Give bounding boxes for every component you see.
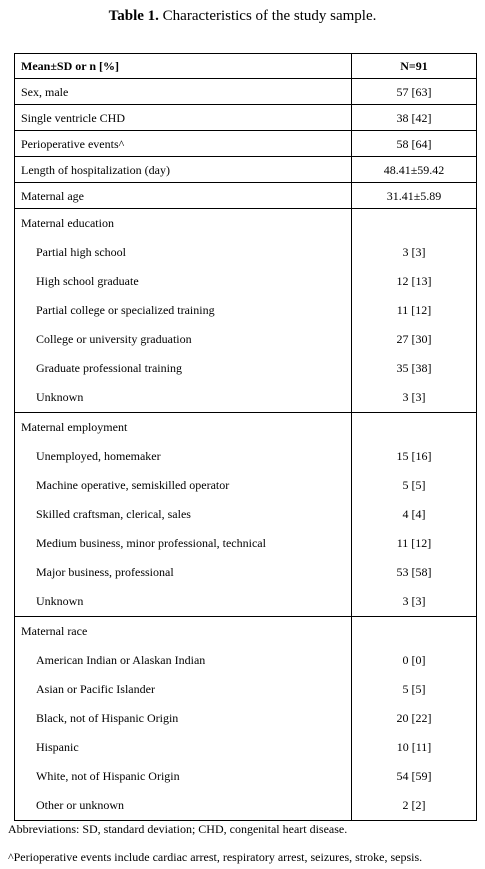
group-item-label: White, not of Hispanic Origin	[36, 769, 180, 783]
group-item-value: 3 [3]	[402, 245, 426, 259]
table-row: Length of hospitalization (day) 48.41±59…	[14, 156, 477, 183]
row-label: Length of hospitalization (day)	[14, 156, 352, 183]
group-item-value: 11 [12]	[396, 303, 432, 317]
group-item-label: Unknown	[36, 594, 84, 608]
group-item-value: 2 [2]	[402, 798, 426, 812]
group-item-label: Unknown	[36, 390, 84, 404]
group-item-value: 12 [13]	[396, 274, 432, 288]
row-value: 48.41±59.42	[351, 156, 477, 183]
group-item-value: 5 [5]	[402, 682, 426, 696]
group-item-label: Partial high school	[36, 245, 126, 259]
table-title-label: Table 1.	[108, 8, 159, 24]
group-category: Maternal employment	[21, 420, 128, 434]
group-item-value: 4 [4]	[402, 507, 426, 521]
table-title: Table 1. Characteristics of the study sa…	[0, 6, 485, 26]
group-item-value: 11 [12]	[396, 536, 432, 550]
group-item-value: 5 [5]	[402, 478, 426, 492]
group-item-label: Machine operative, semiskilled operator	[36, 478, 230, 492]
group-item-label: Graduate professional training	[36, 361, 182, 375]
row-value: 58 [64]	[351, 130, 477, 157]
row-value: 31.41±5.89	[351, 182, 477, 209]
table-row: Maternal age 31.41±5.89	[14, 182, 477, 209]
group-category: Maternal education	[21, 216, 114, 230]
row-label: Sex, male	[14, 78, 352, 105]
group-item-label: Black, not of Hispanic Origin	[36, 711, 179, 725]
row-label: Single ventricle CHD	[14, 104, 352, 131]
group-item-value: 3 [3]	[402, 390, 426, 404]
table-group-education: Maternal education Partial high school H…	[14, 208, 477, 413]
group-item-value: 10 [11]	[396, 740, 432, 754]
group-item-value: 3 [3]	[402, 594, 426, 608]
footnote: ^Perioperative events include cardiac ar…	[8, 850, 423, 864]
group-category: Maternal race	[21, 624, 88, 638]
group-item-value: 20 [22]	[396, 711, 432, 725]
group-item-value: 27 [30]	[396, 332, 432, 346]
table-row: Sex, male 57 [63]	[14, 78, 477, 105]
group-item-value: 0 [0]	[402, 653, 426, 667]
group-item-label: Asian or Pacific Islander	[36, 682, 155, 696]
group-item-label: Major business, professional	[36, 565, 174, 579]
row-value: 57 [63]	[351, 78, 477, 105]
table-row: Single ventricle CHD 38 [42]	[14, 104, 477, 131]
row-value: 38 [42]	[351, 104, 477, 131]
group-item-label: Skilled craftsman, clerical, sales	[36, 507, 191, 521]
group-item-value: 35 [38]	[396, 361, 432, 375]
abbreviations-note: Abbreviations: SD, standard deviation; C…	[8, 822, 348, 836]
group-item-label: Partial college or specialized training	[36, 303, 215, 317]
table-row: Perioperative events^ 58 [64]	[14, 130, 477, 157]
table-group-race: Maternal race American Indian or Alaskan…	[14, 616, 477, 821]
group-item-label: College or university graduation	[36, 332, 192, 346]
group-item-value: 15 [16]	[396, 449, 432, 463]
characteristics-table: Mean±SD or n [%] N=91 Sex, male 57 [63] …	[14, 53, 477, 821]
group-item-value: 54 [59]	[396, 769, 432, 783]
header-n: N=91	[351, 53, 477, 79]
row-label: Maternal age	[14, 182, 352, 209]
group-item-label: High school graduate	[36, 274, 139, 288]
group-item-value: 53 [58]	[396, 565, 432, 579]
row-label: Perioperative events^	[14, 130, 352, 157]
group-item-label: American Indian or Alaskan Indian	[36, 653, 206, 667]
group-item-label: Other or unknown	[36, 798, 124, 812]
table-title-text: Characteristics of the study sample.	[162, 8, 377, 24]
table-group-employment: Maternal employment Unemployed, homemake…	[14, 412, 477, 617]
table-header-row: Mean±SD or n [%] N=91	[14, 53, 477, 79]
group-item-label: Medium business, minor professional, tec…	[36, 536, 266, 550]
group-item-label: Hispanic	[36, 740, 79, 754]
group-item-label: Unemployed, homemaker	[36, 449, 161, 463]
header-measure: Mean±SD or n [%]	[14, 53, 352, 79]
